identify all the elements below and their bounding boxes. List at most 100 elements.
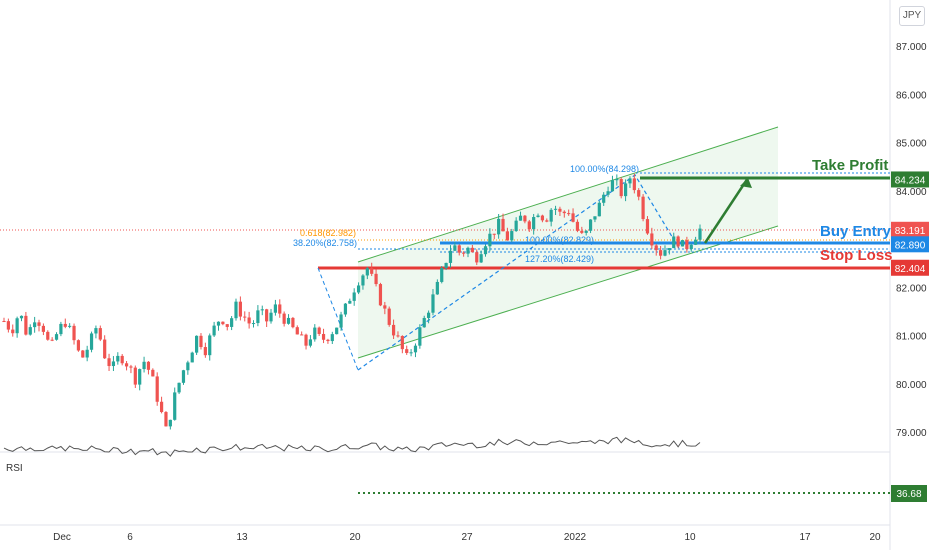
candle-body: [212, 325, 216, 336]
candle-body: [221, 321, 225, 325]
candle-body: [584, 230, 588, 233]
rsi-line: [3, 436, 701, 457]
candle-body: [440, 268, 444, 282]
candle-body: [300, 334, 304, 336]
candle-body: [637, 190, 641, 197]
stop-loss-label: Stop Loss: [820, 247, 893, 264]
fib-618-label: 0.618(82.982): [300, 228, 356, 238]
candle-body: [427, 312, 431, 318]
candle-body: [689, 244, 693, 250]
candle-body: [663, 250, 667, 256]
candle-body: [632, 178, 636, 191]
candle-body: [549, 209, 553, 222]
fib-127-label: 127.20%(82.429): [525, 254, 594, 264]
candle-body: [151, 369, 155, 377]
candle-body: [567, 213, 571, 215]
candle-body: [593, 216, 597, 220]
candle-body: [602, 194, 606, 203]
candle-body: [177, 382, 181, 393]
candle-body: [164, 412, 168, 427]
harmonic-pattern[interactable]: [357, 174, 681, 371]
candle-body: [558, 208, 562, 212]
candle-body: [54, 334, 59, 340]
candle-body: [523, 215, 527, 222]
channel-lower-line[interactable]: [357, 225, 779, 359]
candle-body: [159, 401, 164, 413]
candle-body: [396, 335, 400, 337]
time-tick-label: 6: [127, 532, 133, 543]
candle-body: [76, 340, 81, 351]
candle-body: [462, 252, 466, 254]
candle-body: [361, 275, 365, 286]
candle-body: [111, 361, 116, 367]
candle-body: [195, 335, 199, 353]
harmonic-leg: [317, 267, 359, 371]
candle-body: [208, 335, 212, 356]
candle-body: [685, 240, 689, 250]
candle-body: [103, 339, 107, 359]
candle-body: [400, 336, 404, 350]
candle-body: [190, 352, 194, 363]
candle-body: [173, 392, 177, 420]
candle-body: [68, 325, 72, 327]
candle-body: [623, 183, 628, 197]
candle-body: [588, 219, 593, 231]
candle-body: [694, 239, 698, 245]
candle-body: [505, 231, 509, 241]
candle-body: [155, 376, 159, 402]
time-tick-label: 20: [349, 532, 361, 543]
candle-body: [667, 248, 671, 251]
price-badges: 84.234 83.191 82.890 82.404: [891, 171, 929, 276]
candle-body: [370, 268, 374, 274]
candle-body: [59, 323, 63, 335]
price-badge: [891, 236, 929, 253]
candle-body: [575, 221, 580, 231]
candle-body: [378, 284, 383, 306]
candle-body: [374, 273, 378, 285]
candle-body: [339, 314, 343, 328]
time-axis[interactable]: Dec 6 13 20 27 2022 10 17 20: [53, 532, 881, 543]
candle-body: [501, 218, 505, 232]
candle-body: [518, 215, 523, 221]
candle-body: [343, 303, 348, 315]
candle-body: [326, 339, 330, 342]
candle-body: [41, 325, 45, 332]
candle-body: [606, 191, 610, 195]
candle-body: [615, 179, 619, 181]
fib-382-label: 38.20%(82.758): [293, 238, 357, 248]
candle-body: [216, 321, 221, 326]
price-badge: [891, 259, 929, 276]
rsi-label: RSI: [6, 463, 23, 474]
candle-body: [313, 327, 317, 340]
candle-body: [545, 220, 549, 222]
candle-body: [286, 317, 291, 324]
candle-body: [291, 317, 295, 328]
candle-body: [650, 233, 654, 246]
price-badge: [891, 221, 929, 238]
candle-body: [335, 327, 339, 335]
candle-body: [295, 327, 299, 335]
candle-body: [413, 345, 418, 353]
candle-body: [72, 325, 76, 341]
candle-body: [234, 301, 238, 319]
candle-body: [659, 250, 663, 256]
currency-badge[interactable]: JPY: [899, 6, 925, 26]
candle-body: [142, 361, 146, 370]
candle-body: [479, 254, 483, 263]
candle-body: [138, 369, 142, 385]
rsi-level-badge: [891, 485, 927, 502]
candle-body: [330, 334, 334, 342]
candle-body: [247, 317, 251, 324]
time-tick-label: 2022: [564, 532, 587, 543]
candle-body: [89, 333, 94, 350]
candle-body: [28, 327, 32, 335]
candle-body: [243, 316, 247, 318]
candle-body: [698, 228, 702, 240]
candle-body: [98, 328, 102, 340]
candle-body: [133, 367, 137, 385]
candle-body: [571, 213, 575, 222]
candle-body: [488, 233, 492, 247]
candle-body: [238, 301, 242, 317]
